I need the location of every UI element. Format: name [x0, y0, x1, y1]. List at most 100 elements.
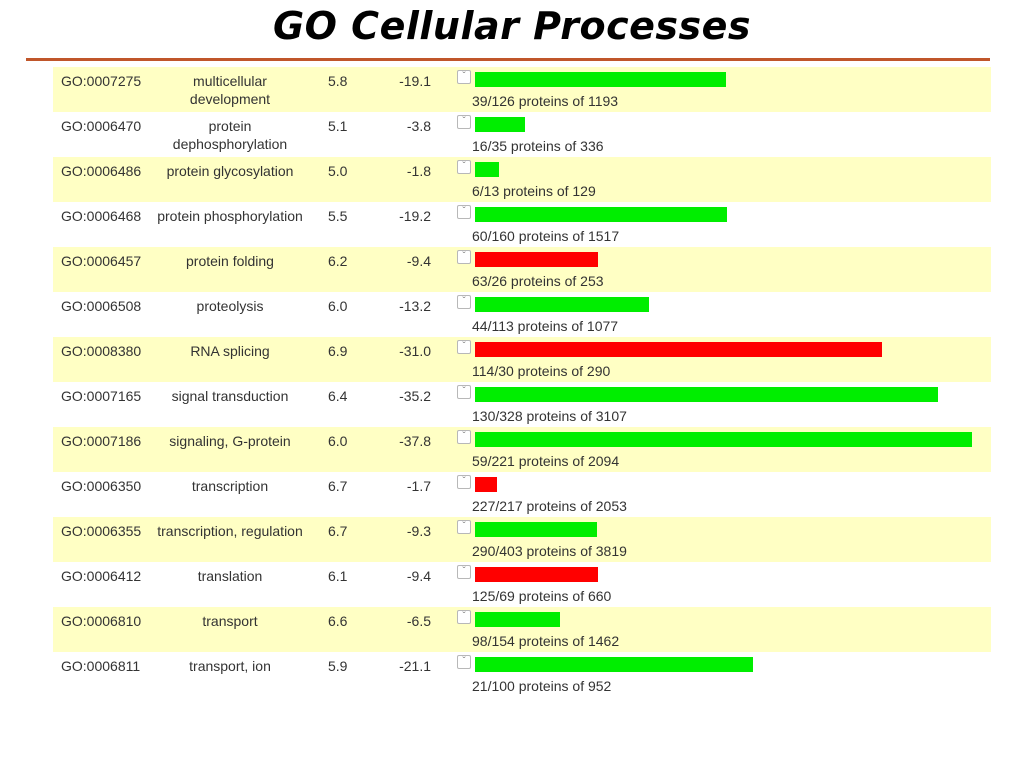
go-term-name: protein phosphorylation: [157, 208, 303, 224]
score-value: 5.0: [328, 163, 348, 179]
expand-chevron-icon[interactable]: ˇ: [457, 160, 471, 174]
score-value: 6.4: [328, 388, 348, 404]
expand-chevron-icon[interactable]: ˇ: [457, 430, 471, 444]
go-term-name: translation: [197, 568, 263, 584]
table-row: GO:0006412 translation 6.1 -9.4 ˇ 125/69 prot…: [53, 562, 991, 607]
expand-chevron-icon[interactable]: ˇ: [457, 70, 471, 84]
log-pvalue: -21.1: [399, 658, 431, 674]
log-pvalue: -1.7: [406, 478, 431, 494]
enrichment-bar: [475, 612, 560, 627]
go-id: GO:0006470: [61, 118, 142, 134]
score-value: 6.9: [328, 343, 348, 359]
table-row: GO:0007275 multicellular development 5.8 -1…: [53, 67, 991, 112]
score-value: 6.7: [328, 523, 348, 539]
expand-chevron-icon[interactable]: ˇ: [457, 565, 471, 579]
expand-chevron-icon[interactable]: ˇ: [457, 340, 471, 354]
go-term-name: signaling, G-protein: [169, 433, 291, 449]
score-value: 5.8: [328, 73, 348, 89]
protein-count: 227/217 proteins of 2053: [472, 498, 627, 514]
go-id: GO:0006412: [61, 568, 142, 584]
go-id: GO:0007275: [61, 73, 142, 89]
table-row: GO:0006470 protein dephosphorylation 5.1 -3…: [53, 112, 991, 157]
protein-count: 290/403 proteins of 3819: [472, 543, 627, 559]
protein-count: 6/13 proteins of 129: [472, 183, 596, 199]
expand-chevron-icon[interactable]: ˇ: [457, 655, 471, 669]
go-id: GO:0006810: [61, 613, 142, 629]
table-row: GO:0007165 signal transduction 6.4 -35.2 ˇ 13…: [53, 382, 991, 427]
expand-chevron-icon[interactable]: ˇ: [457, 610, 471, 624]
table-row: GO:0006486 protein glycosylation 5.0 -1.8 ˇ 6…: [53, 157, 991, 202]
go-id: GO:0007186: [61, 433, 142, 449]
expand-chevron-icon[interactable]: ˇ: [457, 115, 471, 129]
protein-count: 59/221 proteins of 2094: [472, 453, 620, 469]
score-value: 6.6: [328, 613, 348, 629]
protein-count: 16/35 proteins of 336: [472, 138, 604, 154]
table-row: GO:0007186 signaling, G-protein 6.0 -37.8 ˇ 5…: [53, 427, 991, 472]
enrichment-bar: [475, 252, 598, 267]
expand-chevron-icon[interactable]: ˇ: [457, 295, 471, 309]
expand-chevron-icon[interactable]: ˇ: [457, 475, 471, 489]
go-term-name: proteolysis: [196, 298, 264, 314]
log-pvalue: -9.4: [406, 568, 431, 584]
protein-count: 130/328 proteins of 3107: [472, 408, 627, 424]
bar-track: [475, 432, 977, 447]
protein-count: 114/30 proteins of 290: [472, 363, 611, 379]
bar-track: [475, 522, 977, 537]
go-id: GO:0006457: [61, 253, 142, 269]
go-term-name: RNA splicing: [190, 343, 270, 359]
go-id: GO:0006508: [61, 298, 142, 314]
log-pvalue: -37.8: [399, 433, 431, 449]
go-id: GO:0007165: [61, 388, 142, 404]
score-value: 5.5: [328, 208, 348, 224]
score-value: 5.9: [328, 658, 348, 674]
log-pvalue: -9.4: [406, 253, 431, 269]
bar-track: [475, 657, 977, 672]
title-divider: [26, 58, 990, 61]
go-term-name: signal transduction: [171, 388, 289, 404]
log-pvalue: -6.5: [406, 613, 431, 629]
expand-chevron-icon[interactable]: ˇ: [457, 205, 471, 219]
table-row: GO:0006350 transcription 6.7 -1.7 ˇ 227/217 p…: [53, 472, 991, 517]
go-term-name: transcription: [191, 478, 269, 494]
bar-track: [475, 387, 977, 402]
enrichment-bar: [475, 162, 499, 177]
log-pvalue: -31.0: [399, 343, 431, 359]
go-terms-table: GO:0007275 multicellular development 5.8 -1…: [53, 67, 991, 697]
bar-track: [475, 162, 977, 177]
expand-chevron-icon[interactable]: ˇ: [457, 385, 471, 399]
expand-chevron-icon[interactable]: ˇ: [457, 250, 471, 264]
protein-count: 63/26 proteins of 253: [472, 273, 604, 289]
log-pvalue: -19.2: [399, 208, 431, 224]
score-value: 6.2: [328, 253, 348, 269]
go-id: GO:0006355: [61, 523, 142, 539]
enrichment-bar: [475, 117, 525, 132]
enrichment-bar: [475, 207, 727, 222]
protein-count: 21/100 proteins of 952: [472, 678, 612, 694]
enrichment-bar: [475, 432, 972, 447]
enrichment-bar: [475, 342, 882, 357]
protein-count: 39/126 proteins of 1193: [472, 93, 619, 109]
protein-count: 125/69 proteins of 660: [472, 588, 612, 604]
table-row: GO:0006468 protein phosphorylation 5.5 -19.…: [53, 202, 991, 247]
log-pvalue: -35.2: [399, 388, 431, 404]
table-row: GO:0006810 transport 6.6 -6.5 ˇ 98/154 protei…: [53, 607, 991, 652]
slide-title: GO Cellular Processes: [272, 4, 752, 48]
log-pvalue: -1.8: [406, 163, 431, 179]
go-term-name: transcription, regulation: [157, 523, 303, 539]
bar-track: [475, 342, 977, 357]
expand-chevron-icon[interactable]: ˇ: [457, 520, 471, 534]
bar-track: [475, 117, 977, 132]
table-row: GO:0006508 proteolysis 6.0 -13.2 ˇ 44/113 pro…: [53, 292, 991, 337]
protein-count: 60/160 proteins of 1517: [472, 228, 620, 244]
enrichment-bar: [475, 657, 753, 672]
log-pvalue: -19.1: [399, 73, 431, 89]
log-pvalue: -9.3: [406, 523, 431, 539]
score-value: 5.1: [328, 118, 348, 134]
score-value: 6.7: [328, 478, 348, 494]
log-pvalue: -13.2: [399, 298, 431, 314]
bar-track: [475, 297, 977, 312]
go-term-name: transport, ion: [189, 658, 271, 674]
enrichment-bar: [475, 387, 938, 402]
enrichment-bar: [475, 567, 598, 582]
enrichment-bar: [475, 72, 726, 87]
